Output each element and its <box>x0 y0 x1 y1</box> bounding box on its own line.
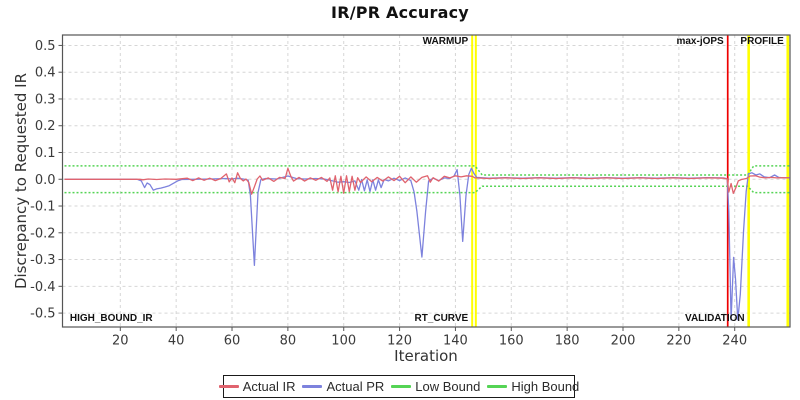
data-series <box>64 165 790 321</box>
svg-text:180: 180 <box>555 334 580 349</box>
y-axis-title: Discrepancy to Requested IR <box>12 72 30 290</box>
legend-line-swatch-low-bound <box>391 385 412 388</box>
svg-text:-0.4: -0.4 <box>30 280 55 295</box>
svg-text:-0.5: -0.5 <box>30 307 55 322</box>
series-actual-pr <box>64 167 790 321</box>
legend-line-swatch-actual-ir <box>218 385 239 388</box>
svg-text:RT_CURVE: RT_CURVE <box>414 313 468 324</box>
legend-item-low-bound: Low Bound <box>391 379 480 394</box>
phase-labels: WARMUP max-jOPS PROFILE HIGH_BOUND_IR RT_CUR… <box>70 36 784 324</box>
series-actual-ir <box>64 167 790 195</box>
svg-text:VALIDATION: VALIDATION <box>685 313 745 324</box>
svg-text:0.0: 0.0 <box>35 173 56 188</box>
legend-line-swatch-actual-pr <box>302 385 323 388</box>
svg-text:160: 160 <box>499 334 524 349</box>
svg-text:-0.3: -0.3 <box>30 253 55 268</box>
svg-text:0.4: 0.4 <box>35 66 56 81</box>
svg-text:max-jOPS: max-jOPS <box>676 36 724 47</box>
legend-item-high-bound: High Bound <box>487 379 579 394</box>
svg-text:0.1: 0.1 <box>35 146 56 161</box>
legend-label: Actual PR <box>326 379 385 394</box>
gridlines <box>62 35 790 327</box>
svg-text:40: 40 <box>168 334 185 349</box>
svg-text:100: 100 <box>331 334 356 349</box>
phase-marker-lines <box>471 35 790 327</box>
series-high-bound <box>64 165 790 176</box>
svg-text:140: 140 <box>443 334 468 349</box>
chart-title: IR/PR Accuracy <box>331 3 469 22</box>
legend-label: Low Bound <box>415 379 481 394</box>
svg-text:0.5: 0.5 <box>35 39 56 54</box>
axis-tick-labels: 20 40 60 80 100 120 140 160 180 200 220 240 0.5 0.4 0.… <box>30 39 747 349</box>
plot-border <box>61 34 791 328</box>
svg-text:PROFILE: PROFILE <box>740 36 784 47</box>
svg-text:WARMUP: WARMUP <box>423 36 469 47</box>
svg-text:20: 20 <box>112 334 129 349</box>
svg-text:60: 60 <box>224 334 241 349</box>
svg-text:80: 80 <box>280 334 297 349</box>
series-low-bound <box>64 185 790 194</box>
svg-text:HIGH_BOUND_IR: HIGH_BOUND_IR <box>70 313 154 324</box>
legend-label: Actual IR <box>242 379 296 394</box>
svg-text:0.2: 0.2 <box>35 119 56 134</box>
legend-item-actual-ir: Actual IR <box>218 379 296 394</box>
legend-item-actual-pr: Actual PR <box>302 379 384 394</box>
legend-label: High Bound <box>511 379 580 394</box>
legend-line-swatch-high-bound <box>487 385 508 388</box>
chart-legend: Actual IR Actual PR Low Bound High Bound <box>218 375 579 398</box>
svg-text:240: 240 <box>722 334 747 349</box>
svg-text:-0.2: -0.2 <box>30 226 55 241</box>
x-axis-title: Iteration <box>394 347 458 365</box>
svg-text:120: 120 <box>387 334 412 349</box>
svg-text:220: 220 <box>666 334 691 349</box>
svg-text:200: 200 <box>611 334 636 349</box>
svg-text:0.3: 0.3 <box>35 92 56 107</box>
axis-ticks <box>58 44 736 331</box>
svg-text:-0.1: -0.1 <box>30 200 55 215</box>
